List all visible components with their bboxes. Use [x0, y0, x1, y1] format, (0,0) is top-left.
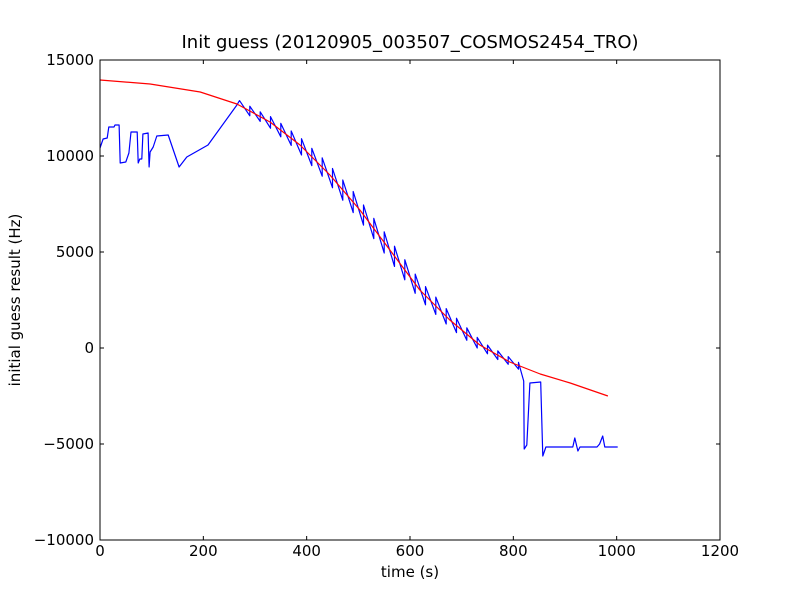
x-tick-label: 600	[396, 542, 425, 560]
y-tick-label: 15000	[46, 51, 94, 69]
y-tick-label: 10000	[46, 147, 94, 165]
series-line-fit	[99, 79, 609, 397]
x-tick-label: 1200	[701, 542, 739, 560]
x-tick-label: 200	[189, 542, 218, 560]
plot-lines	[99, 79, 618, 457]
ticks: 0 200 400 600 800 1000 1200 −10000 −5000 0 5000 100…	[34, 51, 739, 560]
x-tick-label: 1000	[598, 542, 636, 560]
x-tick-label: 800	[499, 542, 528, 560]
series-line-initial-guess	[99, 100, 618, 457]
y-tick-label: −10000	[34, 531, 94, 549]
y-tick-label: 5000	[56, 243, 94, 261]
chart-title: Init guess (20120905_003507_COSMOS2454_T…	[181, 32, 638, 53]
y-tick-label: −5000	[43, 435, 94, 453]
x-axis-label: time (s)	[381, 563, 439, 581]
y-tick-label: 0	[84, 339, 94, 357]
y-axis-label: initial guess result (Hz)	[6, 214, 24, 387]
x-tick-label: 400	[292, 542, 321, 560]
x-tick-label: 0	[95, 542, 105, 560]
